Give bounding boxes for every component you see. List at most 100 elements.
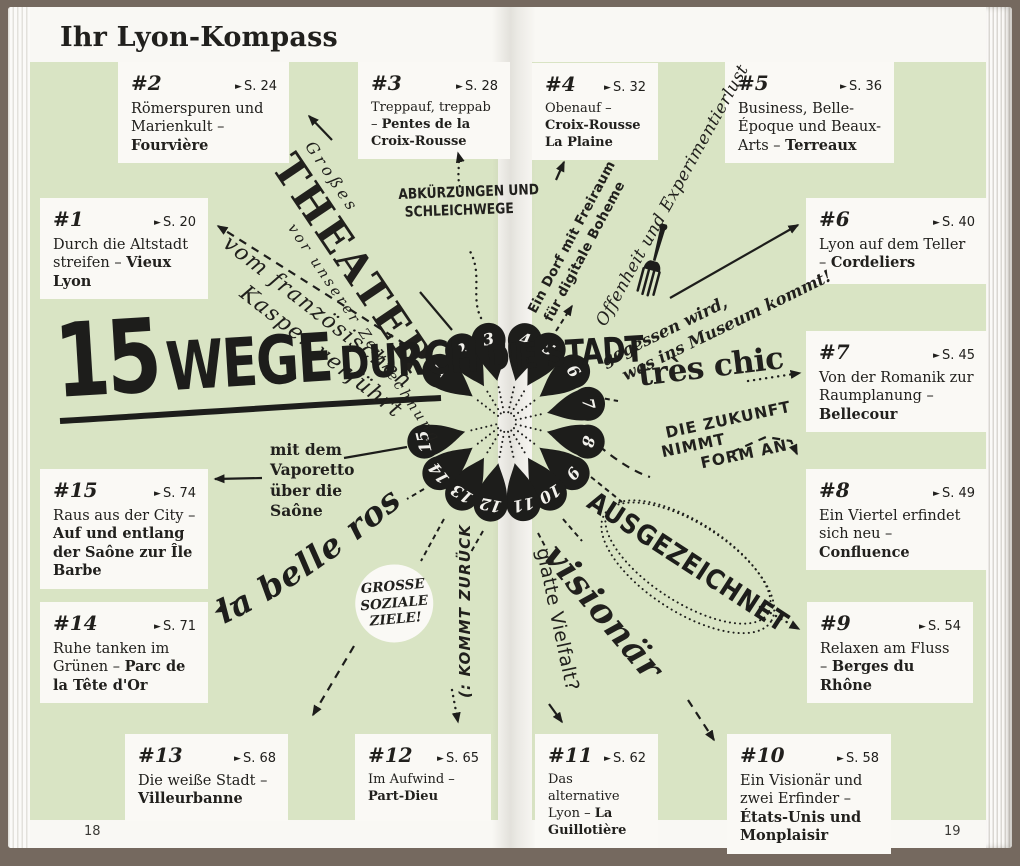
card-number: #14 <box>53 611 98 635</box>
route-card-1: #1 ► S. 20 Durch die Altstadt streifen – Vi… <box>40 198 208 300</box>
card-header: #14 ► S. 71 <box>53 611 196 635</box>
teardrop-shape <box>407 424 466 459</box>
card-header: #4 ► S. 32 <box>545 72 646 96</box>
page-marker-icon: ► <box>919 622 926 632</box>
dotted-ray <box>512 427 536 445</box>
page-number-left: 18 <box>84 824 101 839</box>
card-header: #5 ► S. 36 <box>738 71 882 95</box>
card-header: #13 ► S. 68 <box>138 743 276 767</box>
drop-8: 8 <box>514 423 605 459</box>
teardrop-shape <box>527 332 566 386</box>
dash-from-drop8 <box>598 445 651 479</box>
drop-number: 3 <box>481 329 496 350</box>
dash-from-drop7 <box>595 396 619 402</box>
card-description: Die weiße Stadt – Villeurbanne <box>138 773 268 808</box>
arrow-to-card10 <box>687 699 715 742</box>
page-stack-left <box>8 7 30 848</box>
page-marker-icon: ► <box>154 622 161 632</box>
arrow-to-card1 <box>216 225 431 361</box>
card-number: #12 <box>368 743 413 767</box>
page-marker-icon: ► <box>933 489 940 499</box>
title-underline <box>59 395 442 424</box>
dotted-ray <box>476 427 500 445</box>
page-marker-icon: ► <box>604 83 611 93</box>
route-card-6: #6 ► S. 40 Lyon auf dem Teller – Cordeliers <box>806 198 987 284</box>
wavy-from-drop3 <box>466 246 483 320</box>
card-number: #13 <box>138 743 183 767</box>
arrow-to-card15 <box>213 474 263 484</box>
connector-lines <box>213 114 802 742</box>
route-card-5: #5 ► S. 36 Business, Belle-Époque und Beaux… <box>725 62 894 164</box>
dotted-ray <box>498 430 506 459</box>
card-page-ref: ► S. 62 <box>604 751 646 766</box>
label-abkuerzungen: ABKÜRZUNGEN UND SCHLEICHWEGE <box>398 182 540 221</box>
dash-from-drop14 <box>406 488 425 500</box>
card-page-ref: ► S. 58 <box>837 751 879 766</box>
arrow-to-card12 <box>450 688 461 724</box>
route-card-4: #4 ► S. 32 Obenauf – Croix-Rousse La Plaine <box>532 63 658 160</box>
route-card-12: #12 ► S. 65 Im Aufwind – Part-Dieu <box>355 734 491 821</box>
card-number: #11 <box>548 743 593 767</box>
page-marker-icon: ► <box>933 351 940 361</box>
teardrop-shape <box>473 463 508 522</box>
drop-3: 3 <box>471 322 506 414</box>
page-marker-icon: ► <box>437 754 444 764</box>
page-stack-right <box>986 7 1012 848</box>
page-marker-icon: ► <box>933 218 940 228</box>
card-number: #9 <box>820 611 851 635</box>
card-description: Römerspuren und Marienkult – Fourvière <box>131 101 264 154</box>
page-marker-icon: ► <box>840 82 847 92</box>
card-header: #6 ► S. 40 <box>819 207 975 231</box>
teardrop-shape <box>546 424 605 459</box>
card-header: #10 ► S. 58 <box>740 743 879 767</box>
arrow-from-drop5 <box>555 304 573 332</box>
card-number: #4 <box>545 72 576 96</box>
teardrop-shape <box>422 447 473 491</box>
dotted-ray <box>507 385 516 414</box>
dotted-ray <box>476 399 500 417</box>
dotted-ray <box>510 389 526 415</box>
card-description: Das alternative Lyon – La Guillotière <box>548 772 627 838</box>
card-page-ref: ► S. 71 <box>154 619 196 634</box>
drop-9: 9 <box>512 427 590 491</box>
drop-number: 4 <box>517 329 532 350</box>
dotted-ray <box>469 423 498 432</box>
card-header: #12 ► S. 65 <box>368 743 479 767</box>
arrow-to-card6 <box>669 224 800 299</box>
drop-12: 12 <box>473 430 508 522</box>
dotted-ray <box>497 385 505 414</box>
card-page-ref: ► S. 74 <box>154 486 196 501</box>
card-page-ref: ► S. 68 <box>234 751 276 766</box>
drop-14: 14 <box>422 427 500 491</box>
card-header: #2 ► S. 24 <box>131 71 277 95</box>
dotted-ray <box>512 399 536 417</box>
route-card-2: #2 ► S. 24 Römerspuren und Marienkult – Fou… <box>118 62 289 164</box>
card-number: #6 <box>819 207 850 231</box>
card-description: Raus aus der City – Auf und entlang der … <box>53 508 196 580</box>
card-header: #9 ► S. 54 <box>820 611 961 635</box>
teardrop-shape <box>506 463 541 522</box>
card-page-ref: ► S. 65 <box>437 751 479 766</box>
card-header: #8 ► S. 49 <box>819 478 975 502</box>
arrow-to-card11 <box>548 703 563 724</box>
card-number: #10 <box>740 743 785 767</box>
drop-15: 15 <box>407 423 498 459</box>
label-kommt-zurueck: (: KOMMT ZURÜCK <box>456 523 474 698</box>
dotted-ray <box>486 429 502 454</box>
dotted-ray <box>507 430 515 459</box>
route-card-9: #9 ► S. 54 Relaxen am Fluss – Berges du Rhô… <box>807 602 973 704</box>
card-description: Obenauf – Croix-Rousse La Plaine <box>545 101 641 150</box>
card-description: Relaxen am Fluss – Berges du Rhône <box>820 641 950 694</box>
card-description: Ruhe tanken im Grünen – Parc de la Tête … <box>53 641 186 694</box>
card-description: Treppauf, treppab – Pentes de la Croix-R… <box>371 100 491 149</box>
page-marker-icon: ► <box>837 754 844 764</box>
line-from-drop2 <box>419 291 453 331</box>
teardrop-shape <box>547 386 606 421</box>
page-number-right: 19 <box>944 824 961 839</box>
dotted-ray <box>486 390 502 415</box>
arrow-dorf <box>554 160 566 181</box>
dash-from-drop13 <box>420 518 445 562</box>
card-page-ref: ► S. 36 <box>840 79 882 94</box>
